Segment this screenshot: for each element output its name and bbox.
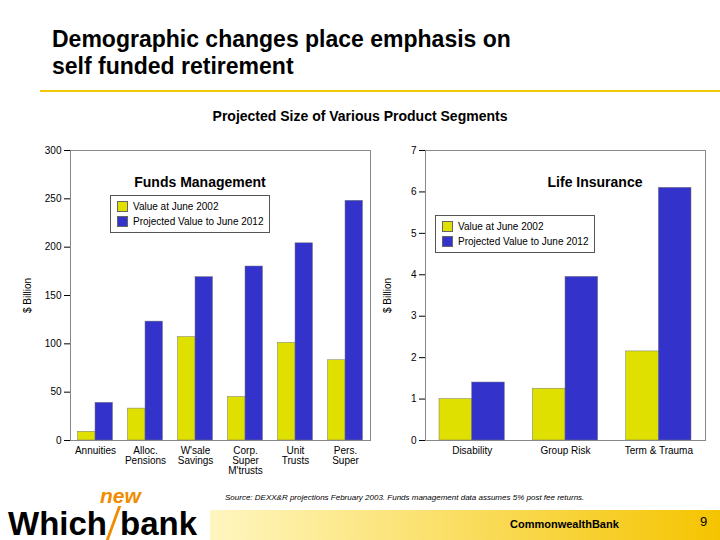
svg-text:0: 0 xyxy=(56,435,62,446)
svg-text:$ Billion: $ Billion xyxy=(22,278,33,313)
html-text:CommonwealthBank: CommonwealthBank xyxy=(510,518,619,530)
html-text:new: new xyxy=(100,484,141,507)
svg-text:$ Billion: $ Billion xyxy=(382,278,393,313)
html-text:Life Insurance: Life Insurance xyxy=(547,174,643,190)
svg-text:6: 6 xyxy=(411,186,417,197)
svg-text:UnitTrusts: UnitTrusts xyxy=(282,445,309,466)
svg-text:300: 300 xyxy=(45,145,62,156)
svg-text:3: 3 xyxy=(411,310,417,321)
svg-text:W'saleSavings: W'saleSavings xyxy=(178,445,214,466)
html-text:Projected Value to June 2012: Projected Value to June 2012 xyxy=(458,236,589,247)
svg-text:0: 0 xyxy=(411,435,417,446)
svg-text:Corp.SuperM'trusts: Corp.SuperM'trusts xyxy=(228,445,263,476)
svg-text:250: 250 xyxy=(45,193,62,204)
svg-text:2: 2 xyxy=(411,352,417,363)
svg-text:4: 4 xyxy=(411,269,417,280)
html-text:9: 9 xyxy=(700,514,708,529)
svg-text:100: 100 xyxy=(45,338,62,349)
svg-text:Alloc.Pensions: Alloc.Pensions xyxy=(125,445,166,466)
html-text:Source: DEXX&R projections Feb: Source: DEXX&R projections February 2003… xyxy=(225,493,585,502)
svg-text:Term & Trauma: Term & Trauma xyxy=(625,445,694,456)
svg-text:7: 7 xyxy=(411,145,417,156)
html-text:Projected Size of Various Prod: Projected Size of Various Product Segmen… xyxy=(212,108,508,124)
svg-text:Group Risk: Group Risk xyxy=(540,445,591,456)
svg-text:150: 150 xyxy=(45,290,62,301)
html-text:Value at June 2002: Value at June 2002 xyxy=(458,221,544,232)
svg-text:1: 1 xyxy=(411,393,417,404)
html-text:Funds Management: Funds Management xyxy=(134,174,266,190)
svg-text:Pers.Super: Pers.Super xyxy=(332,445,359,466)
html-text:Projected Value to June 2012: Projected Value to June 2012 xyxy=(133,216,264,227)
svg-text:Annuities: Annuities xyxy=(75,445,116,456)
svg-text:50: 50 xyxy=(50,386,62,397)
svg-text:5: 5 xyxy=(411,228,417,239)
svg-text:Disability: Disability xyxy=(452,445,492,456)
svg-text:200: 200 xyxy=(45,241,62,252)
html-text:Demographic changes place emph: Demographic changes place emphasis on se… xyxy=(52,26,511,79)
html-text:Value at June 2002: Value at June 2002 xyxy=(133,201,219,212)
